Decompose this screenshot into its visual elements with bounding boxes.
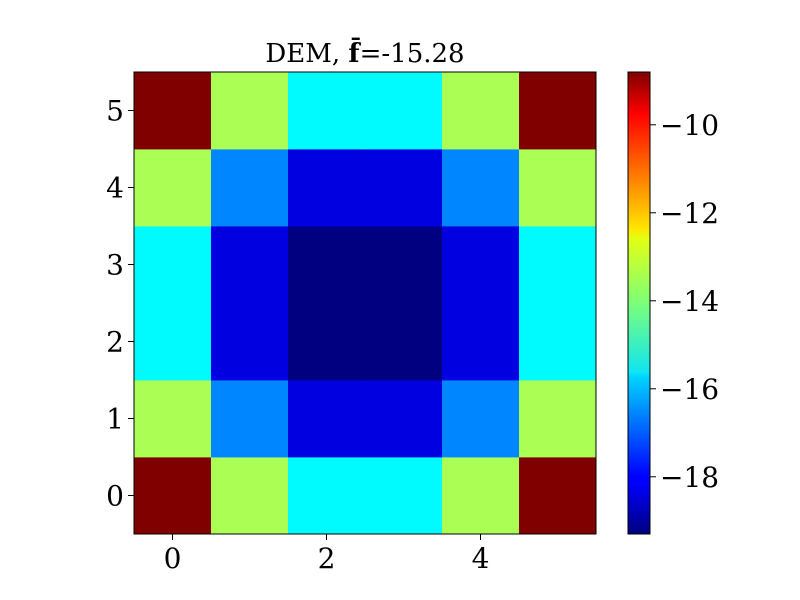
colorbar-tick-label: −18 [660, 461, 719, 494]
heatmap-cell [288, 226, 366, 304]
heatmap-cell [211, 380, 289, 458]
heatmap-cell [134, 149, 212, 227]
heatmap-cell [519, 457, 597, 535]
heatmap-cell [519, 226, 597, 304]
colorbar-ticks: −18 −16 −14 −12 −10 [650, 109, 719, 494]
title-symbol: f̄ [348, 37, 361, 69]
heatmap-cell [519, 303, 597, 381]
heatmap-cell [288, 303, 366, 381]
y-tick-label: 5 [106, 95, 124, 128]
heatmap-cell [442, 380, 520, 458]
heatmap-cell [442, 226, 520, 304]
colorbar-tick-label: −10 [660, 109, 719, 142]
heatmap-cells [134, 72, 597, 535]
heatmap-cell [211, 72, 289, 150]
title-prefix: DEM, [265, 39, 348, 69]
heatmap-cell [211, 226, 289, 304]
heatmap-cell [134, 72, 212, 150]
y-axis: 0 1 2 3 4 5 [106, 95, 134, 513]
heatmap-cell [365, 226, 443, 304]
heatmap-cell [519, 72, 597, 150]
colorbar-tick-label: −12 [660, 197, 719, 230]
heatmap-cell [288, 457, 366, 535]
heatmap-cell [519, 380, 597, 458]
x-tick-label: 4 [472, 542, 490, 575]
heatmap-cell [442, 303, 520, 381]
plot-frame [133, 71, 597, 535]
heatmap-cell [134, 380, 212, 458]
heatmap-cell [134, 303, 212, 381]
y-tick-label: 2 [106, 326, 124, 359]
heatmap-cell [365, 303, 443, 381]
y-tick-label: 0 [106, 480, 124, 513]
heatmap-cell [211, 303, 289, 381]
heatmap-cell [288, 380, 366, 458]
x-axis: 0 2 4 [164, 534, 490, 575]
heatmap-cell [442, 149, 520, 227]
heatmap-cell [519, 149, 597, 227]
heatmap-cell [442, 457, 520, 535]
heatmap-cell [211, 149, 289, 227]
heatmap-cell [134, 457, 212, 535]
colorbar-tick-label: −14 [660, 285, 719, 318]
heatmap-cell [365, 457, 443, 535]
y-tick-label: 3 [106, 249, 124, 282]
y-tick-label: 4 [106, 172, 124, 205]
heatmap-cell [442, 72, 520, 150]
y-tick-label: 1 [106, 403, 124, 436]
heatmap-cell [288, 149, 366, 227]
chart-title: DEM, f̄=-15.28 [265, 37, 464, 69]
heatmap-cell [211, 457, 289, 535]
heatmap-cell [288, 72, 366, 150]
x-tick-label: 2 [318, 542, 336, 575]
colorbar-tick-label: −16 [660, 373, 719, 406]
heatmap-cell [365, 72, 443, 150]
heatmap-cell [134, 226, 212, 304]
x-tick-label: 0 [164, 542, 182, 575]
heatmap-cell [365, 149, 443, 227]
title-suffix: =-15.28 [360, 39, 465, 69]
heatmap-cell [365, 380, 443, 458]
colorbar [627, 71, 651, 535]
